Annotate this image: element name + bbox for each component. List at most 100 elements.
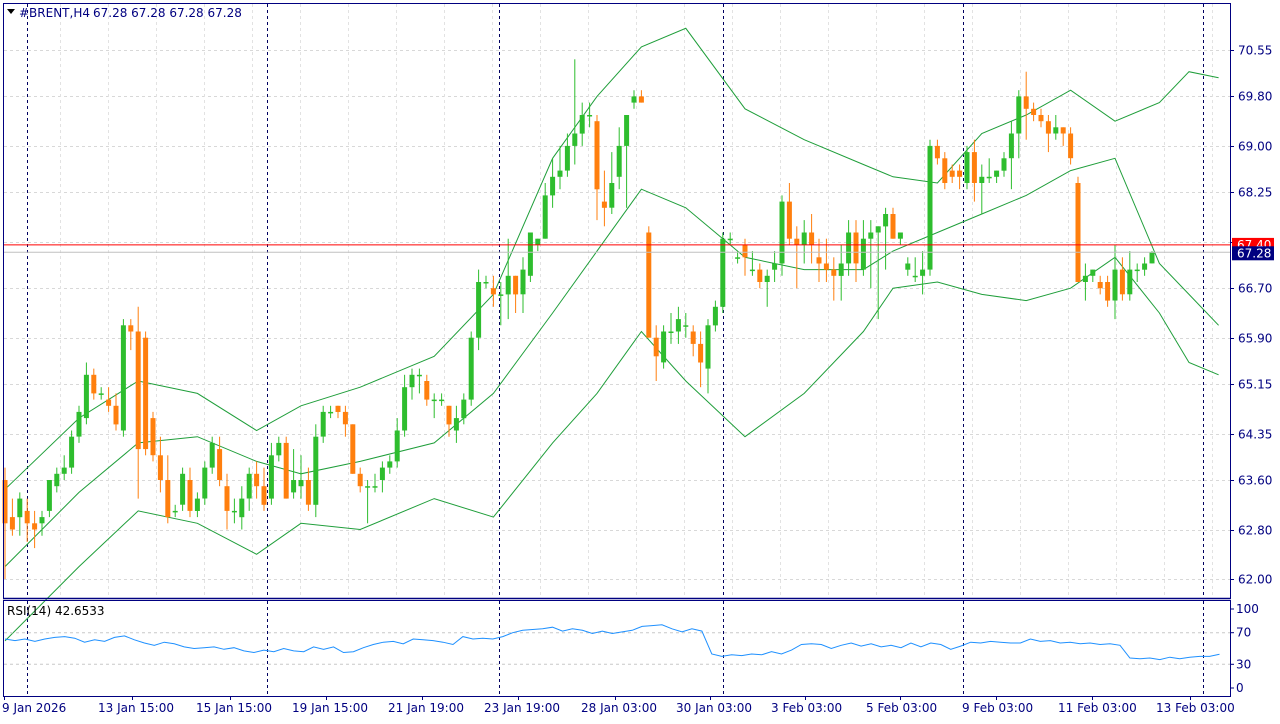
candle <box>217 436 223 487</box>
candle <box>646 226 652 338</box>
candle <box>9 498 15 536</box>
candle <box>920 251 926 295</box>
candle-body <box>527 232 533 276</box>
candle-body <box>335 405 341 412</box>
candle <box>120 319 126 437</box>
candle <box>224 473 230 530</box>
candle-body <box>283 442 289 499</box>
candle-body <box>9 517 15 530</box>
candle <box>675 306 681 344</box>
candle-body <box>1119 269 1125 295</box>
candle-body <box>1008 133 1014 159</box>
candle-body <box>535 238 541 245</box>
candle-body <box>372 486 378 488</box>
collapse-triangle-icon[interactable] <box>7 9 15 14</box>
candle <box>305 467 311 511</box>
candle-body <box>431 399 437 402</box>
candle-body <box>402 387 408 431</box>
candle-body <box>24 510 30 524</box>
candle-body <box>1053 127 1059 134</box>
candle-body <box>416 374 422 377</box>
candle-body <box>764 275 770 282</box>
candle <box>180 467 186 511</box>
candle <box>631 90 637 109</box>
candle-body <box>949 170 955 177</box>
candle-body <box>298 480 304 487</box>
candle-body <box>675 319 681 332</box>
candle-body <box>483 282 489 284</box>
candle-body <box>61 467 67 474</box>
candle-body <box>46 480 52 511</box>
candle <box>106 387 112 412</box>
candle <box>165 455 171 524</box>
candle <box>246 467 252 511</box>
candle <box>113 393 119 431</box>
candle <box>1119 257 1125 301</box>
candle-body <box>624 115 630 146</box>
candle-body <box>379 467 385 480</box>
candle-body <box>106 399 112 406</box>
candle-body <box>1149 252 1155 264</box>
candle-body <box>801 232 807 245</box>
candle <box>749 251 755 276</box>
candle-body <box>2 480 8 524</box>
candle <box>1053 115 1059 140</box>
candle-body <box>557 170 563 177</box>
candle-body <box>942 158 948 183</box>
candle <box>202 461 208 505</box>
candle-body <box>550 176 556 196</box>
candle <box>550 158 556 208</box>
candle <box>476 269 482 351</box>
candle-body <box>1090 269 1096 276</box>
candle <box>1082 263 1088 301</box>
candle <box>853 220 859 282</box>
candle-body <box>1127 269 1133 295</box>
candle <box>764 269 770 307</box>
candle <box>838 244 844 301</box>
candle-body <box>579 115 585 134</box>
time-tick-label: 11 Feb 03:00 <box>1058 701 1137 715</box>
candle-body <box>505 275 511 295</box>
candle-body <box>853 232 859 264</box>
candle <box>187 467 193 518</box>
candle <box>61 455 67 480</box>
candle <box>890 207 896 239</box>
candle-body <box>490 288 496 295</box>
candle <box>1060 127 1066 146</box>
candle-body <box>823 263 829 270</box>
candle-body <box>638 96 644 103</box>
candle <box>786 183 792 245</box>
candle-body <box>868 232 874 239</box>
candle <box>17 492 23 536</box>
candle-body <box>150 418 156 456</box>
candle <box>446 405 452 437</box>
candle-body <box>986 176 992 179</box>
candle <box>1068 127 1074 165</box>
candle-body <box>468 337 474 400</box>
candle-body <box>342 411 348 425</box>
candle-body <box>453 418 459 431</box>
candle-body <box>476 282 482 338</box>
candle <box>601 170 607 227</box>
candle <box>624 115 630 208</box>
price-tick-label: 66.70 <box>1238 282 1272 296</box>
candle <box>150 411 156 462</box>
time-tick-label: 5 Feb 03:00 <box>866 701 937 715</box>
candle <box>69 430 75 474</box>
time-tick-label: 15 Jan 15:00 <box>196 701 272 715</box>
candle-body <box>809 232 815 245</box>
candle-body <box>890 214 896 239</box>
candle <box>564 133 570 177</box>
candle <box>823 238 829 282</box>
candle <box>809 214 815 264</box>
candle <box>986 158 992 183</box>
candle <box>1149 251 1155 264</box>
candle <box>1075 176 1081 282</box>
candle <box>883 207 889 270</box>
candle <box>1045 115 1051 153</box>
candle <box>705 319 711 394</box>
candle-body <box>646 232 652 338</box>
candle <box>557 145 563 190</box>
candle-body <box>1134 269 1140 272</box>
price-tick-label: 64.35 <box>1238 428 1272 442</box>
